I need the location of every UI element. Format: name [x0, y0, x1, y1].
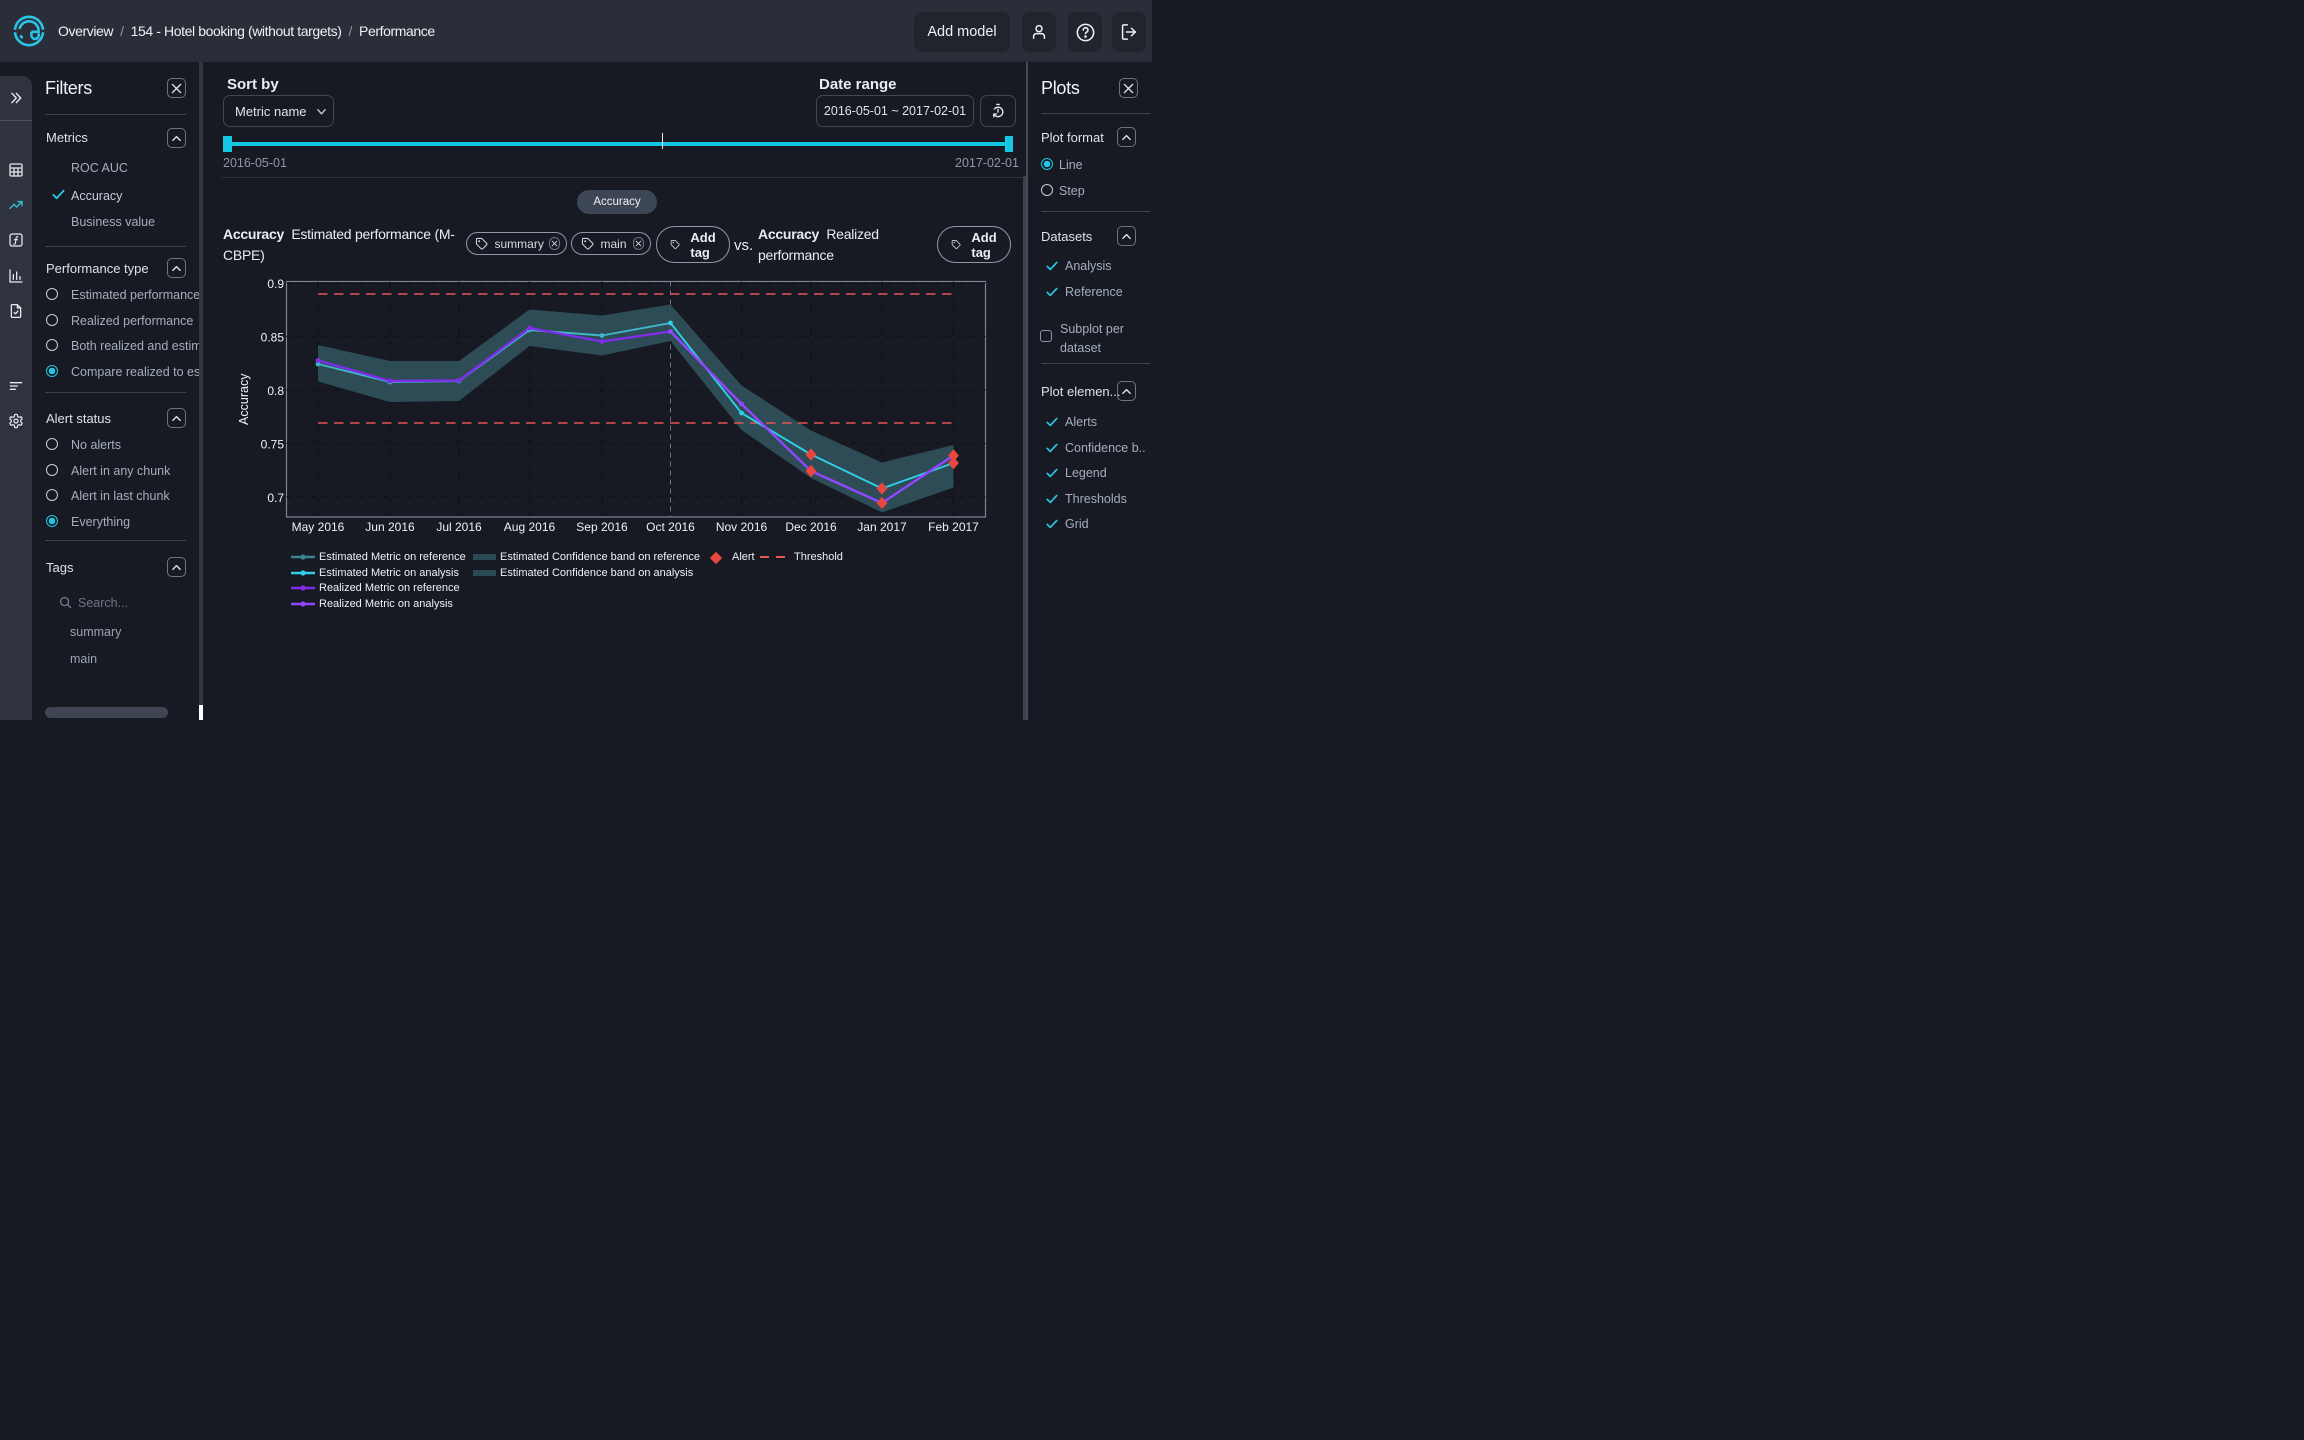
svg-text:Accuracy: Accuracy: [237, 373, 251, 425]
svg-text:Sep 2016: Sep 2016: [576, 520, 628, 534]
svg-text:Oct 2016: Oct 2016: [646, 520, 695, 534]
svg-text:0.9: 0.9: [267, 277, 284, 291]
svg-text:Nov 2016: Nov 2016: [716, 520, 768, 534]
svg-text:Dec 2016: Dec 2016: [785, 520, 837, 534]
svg-text:Feb 2017: Feb 2017: [928, 520, 979, 534]
svg-text:0.7: 0.7: [267, 491, 284, 505]
svg-text:Jan 2017: Jan 2017: [857, 520, 907, 534]
svg-text:0.8: 0.8: [267, 384, 284, 398]
svg-text:0.85: 0.85: [261, 331, 285, 345]
svg-text:Jun 2016: Jun 2016: [365, 520, 415, 534]
svg-text:0.75: 0.75: [261, 438, 285, 452]
svg-text:May 2016: May 2016: [292, 520, 345, 534]
svg-text:Jul 2016: Jul 2016: [436, 520, 482, 534]
svg-text:Aug 2016: Aug 2016: [504, 520, 556, 534]
